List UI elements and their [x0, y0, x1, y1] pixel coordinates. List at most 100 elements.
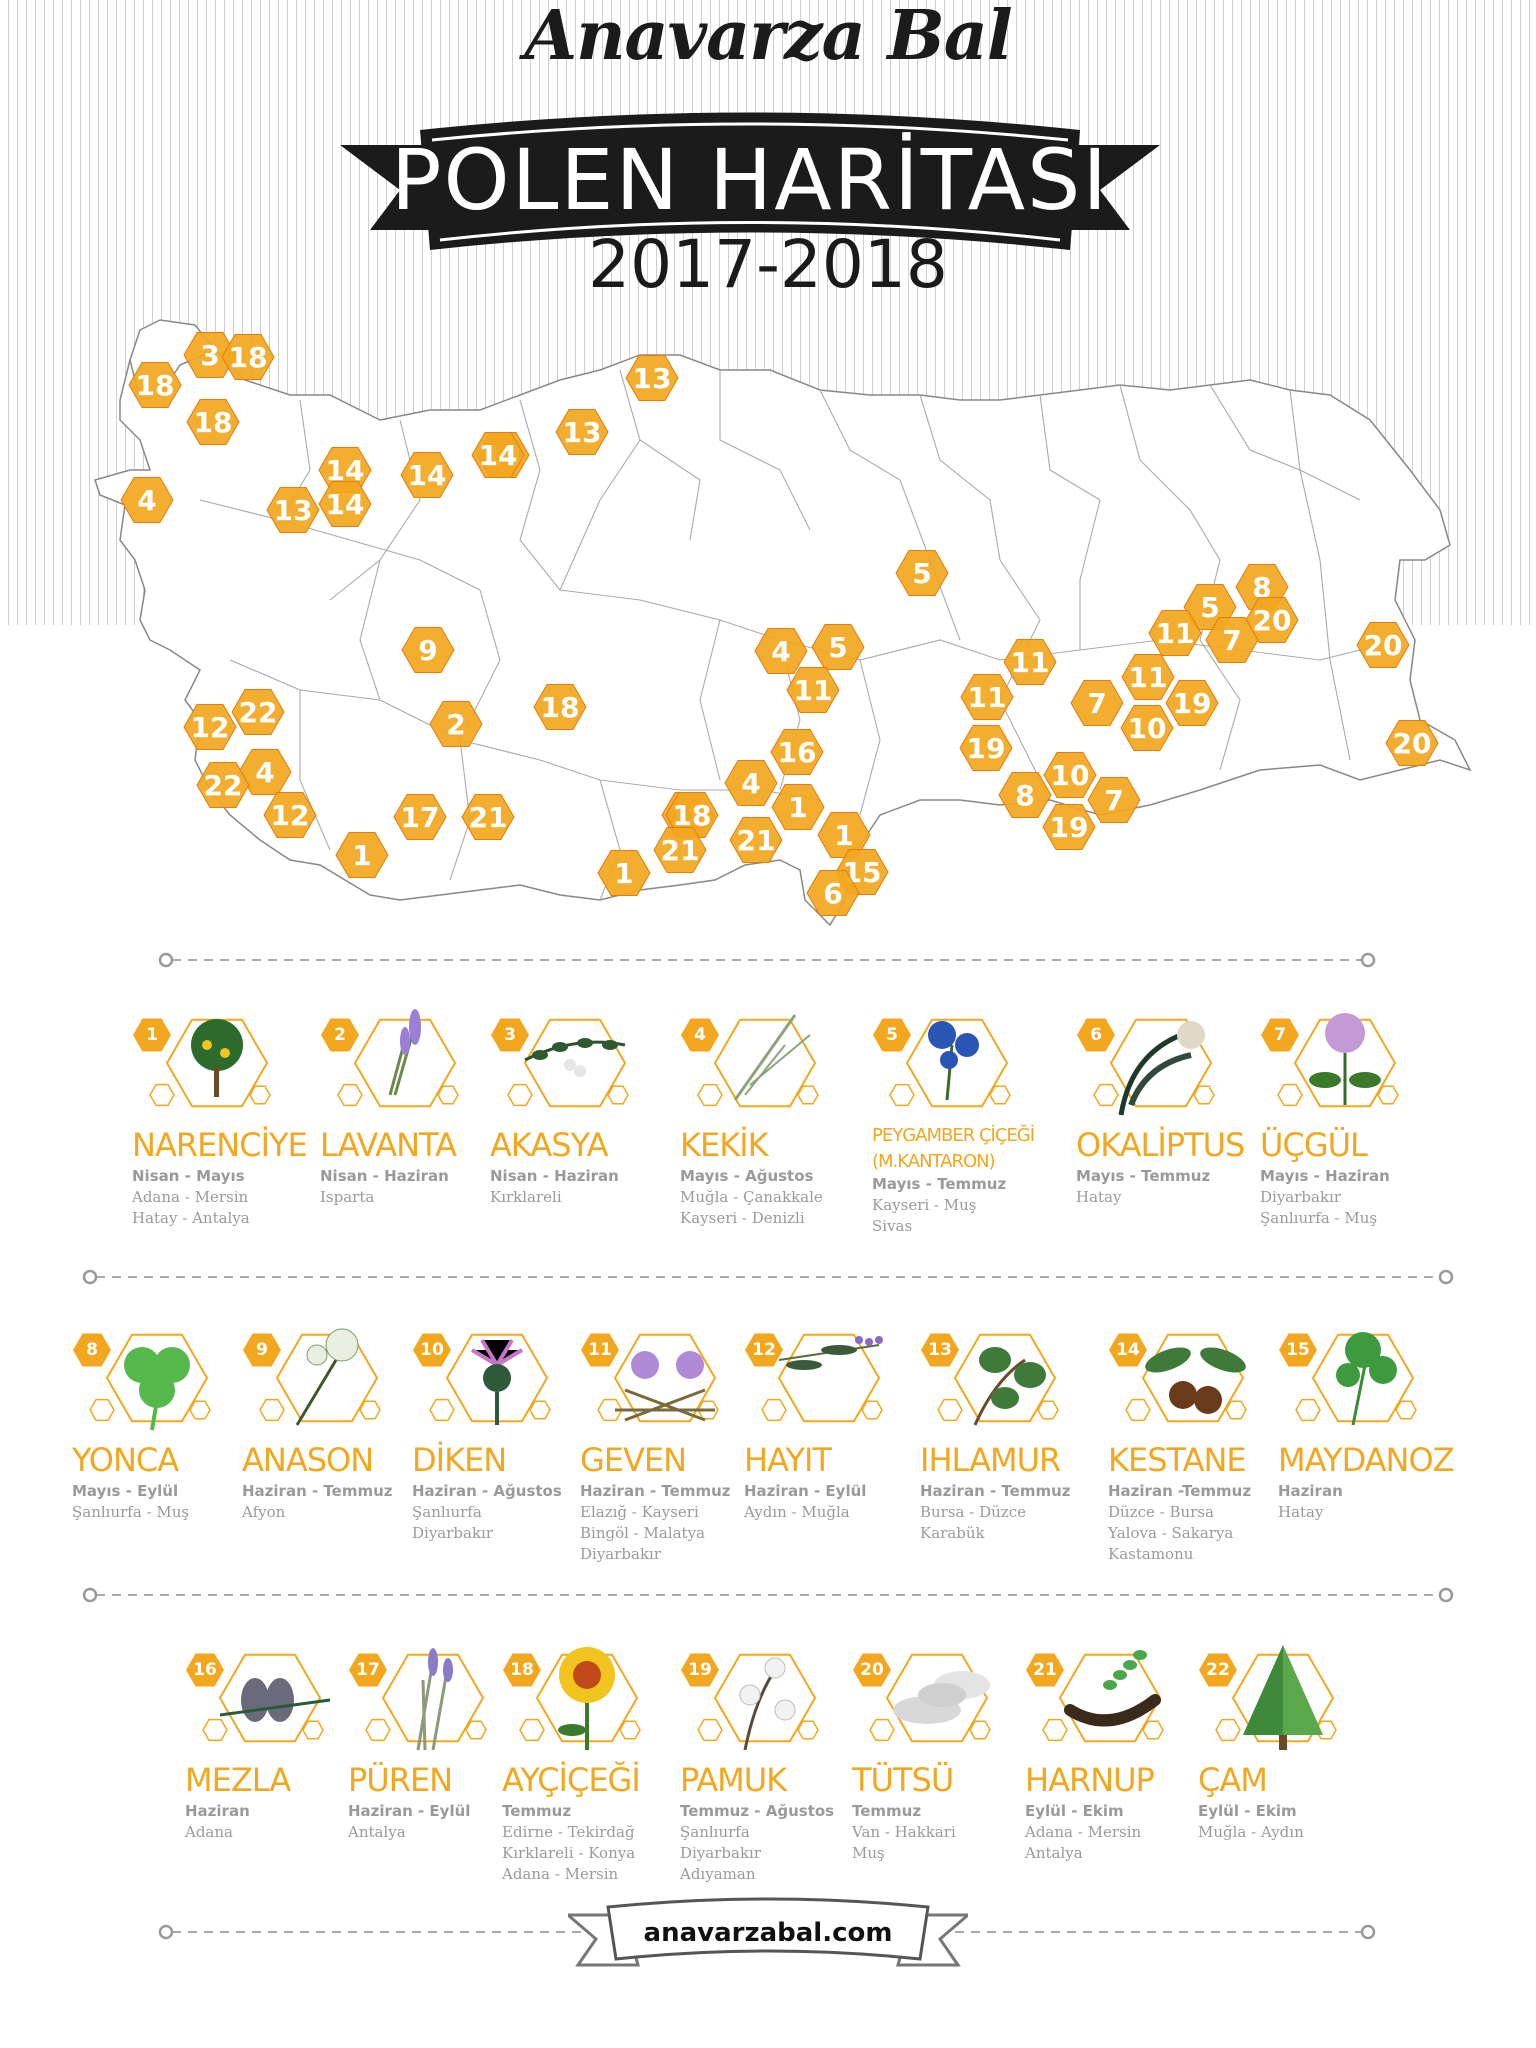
map-marker-label: 7 [1104, 784, 1123, 817]
bloom-months: Nisan - Mayıs [132, 1167, 245, 1185]
map-marker-label: 13 [274, 494, 313, 527]
map-marker-20: 20 [1245, 597, 1299, 643]
plant-number: 9 [256, 1340, 268, 1360]
plant-name: PEYGAMBER ÇİÇEĞİ [872, 1125, 1035, 1146]
plant-card-19: 19 PAMUK Temmuz - Ağustos Şanlıurfa Diyarbak… [680, 1640, 880, 1885]
plant-number-badge: 3 [490, 1015, 530, 1055]
plant-number: 15 [1286, 1340, 1310, 1360]
plant-number: 12 [752, 1340, 776, 1360]
map-marker-18: 18 [221, 334, 275, 380]
map-marker-9: 9 [401, 627, 455, 673]
website-link[interactable]: anavarzabal.com [643, 1918, 893, 1948]
map-marker-10: 10 [1043, 752, 1097, 798]
map-marker-14: 14 [400, 452, 454, 498]
region-label: Sivas [872, 1217, 913, 1235]
region-label: Antalya [1025, 1844, 1083, 1862]
region-label: Adana - Mersin [1025, 1823, 1142, 1841]
plant-number-badge: 9 [242, 1330, 282, 1370]
brand-logo: Anavarza Bal [524, 0, 1012, 76]
map-marker-label: 12 [191, 711, 230, 744]
map-marker-18: 18 [128, 362, 182, 408]
bloom-months: Nisan - Haziran [490, 1167, 619, 1185]
map-marker-label: 3 [200, 339, 219, 372]
plant-number: 6 [1090, 1025, 1102, 1045]
region-label: Antalya [348, 1823, 406, 1841]
map-marker-label: 11 [1011, 646, 1050, 679]
plant-card-9: 9 ANASON Haziran - Temmuz Afyon [242, 1320, 442, 1523]
map-marker-label: 12 [271, 799, 310, 832]
plant-number: 17 [356, 1660, 380, 1680]
region-label: Muğla - Çanakkale [680, 1188, 823, 1206]
region-label: Hatay [1278, 1503, 1324, 1521]
region-label: Diyarbakır [680, 1844, 762, 1862]
region-label: Adana - Mersin [132, 1188, 249, 1206]
plant-number-badge: 2 [320, 1015, 360, 1055]
map-marker-13: 13 [266, 487, 320, 533]
map-marker-1: 1 [771, 784, 825, 830]
map-marker-label: 1 [788, 791, 807, 824]
cotton-icon [697, 1653, 819, 1751]
map-marker-label: 8 [1015, 779, 1034, 812]
map-marker-22: 22 [196, 762, 250, 808]
map-marker-17: 17 [393, 794, 447, 840]
website-ribbon [568, 1897, 968, 1967]
map-marker-11: 11 [786, 667, 840, 713]
plant-number: 19 [688, 1660, 712, 1680]
region-label: Kırklareli - Konya [502, 1844, 636, 1862]
map-marker-4: 4 [724, 760, 778, 806]
plant-name: ÇAM [1198, 1761, 1268, 1799]
plant-name: ANASON [242, 1441, 374, 1479]
bloom-months: Haziran - Eylül [348, 1802, 471, 1820]
map-marker-13: 13 [555, 409, 609, 455]
map-marker-4: 4 [238, 749, 292, 795]
map-marker-18: 18 [665, 792, 719, 838]
plant-number-badge: 16 [185, 1650, 225, 1690]
map-marker-label: 18 [136, 369, 175, 402]
map-marker-4: 4 [754, 628, 808, 674]
map-marker-label: 5 [1200, 591, 1219, 624]
map-marker-21: 21 [653, 827, 707, 873]
map-marker-label: 22 [204, 769, 243, 802]
region-label: Şanlıurfa - Muş [72, 1503, 190, 1521]
plant-name: ÜÇGÜL [1260, 1126, 1368, 1164]
map-marker-14: 14 [318, 481, 372, 527]
map-marker-20: 20 [1356, 622, 1410, 668]
map-marker-19: 19 [1042, 804, 1096, 850]
map-marker-label: 21 [737, 824, 776, 857]
red-clover-icon [1277, 1013, 1399, 1108]
parsley-icon [1295, 1332, 1417, 1426]
astragalus-icon [597, 1333, 719, 1423]
map-marker-20: 20 [1385, 720, 1439, 766]
map-marker-label: 1 [352, 839, 371, 872]
acacia-icon [507, 1018, 629, 1108]
plant-name: GEVEN [580, 1441, 687, 1479]
bloom-months: Haziran - Temmuz [580, 1482, 731, 1500]
plant-number: 20 [860, 1660, 884, 1680]
plant-card-4: 4 KEKİK Mayıs - Ağustos Muğla - Çanakkale Ka… [680, 1005, 880, 1229]
region-label: Şanlıurfa [680, 1823, 750, 1841]
map-marker-label: 21 [469, 801, 508, 834]
bloom-months: Eylül - Ekim [1025, 1802, 1124, 1820]
plant-number-badge: 12 [744, 1330, 784, 1370]
region-label: Diyarbakır [412, 1524, 494, 1542]
map-marker-label: 5 [828, 631, 847, 664]
plant-number: 4 [694, 1025, 706, 1045]
map-marker-1: 1 [817, 812, 871, 858]
map-marker-label: 4 [741, 767, 760, 800]
region-label: Karabük [920, 1524, 985, 1542]
plant-number-badge: 13 [920, 1330, 960, 1370]
map-marker-label: 1 [834, 819, 853, 852]
bloom-months: Mayıs - Ağustos [680, 1167, 814, 1185]
bloom-months: Temmuz [502, 1802, 572, 1820]
linden-icon [937, 1333, 1059, 1426]
map-marker-1: 1 [597, 850, 651, 896]
bloom-months: Mayıs - Temmuz [1076, 1167, 1211, 1185]
map-marker-label: 6 [823, 877, 842, 910]
plant-name: NARENCİYE [132, 1126, 308, 1164]
smoke-icon [869, 1653, 991, 1743]
plant-number-badge: 22 [1198, 1650, 1238, 1690]
map-marker-7: 7 [1087, 777, 1141, 823]
bloom-months: Haziran - Temmuz [920, 1482, 1071, 1500]
plant-name: PAMUK [680, 1761, 787, 1799]
